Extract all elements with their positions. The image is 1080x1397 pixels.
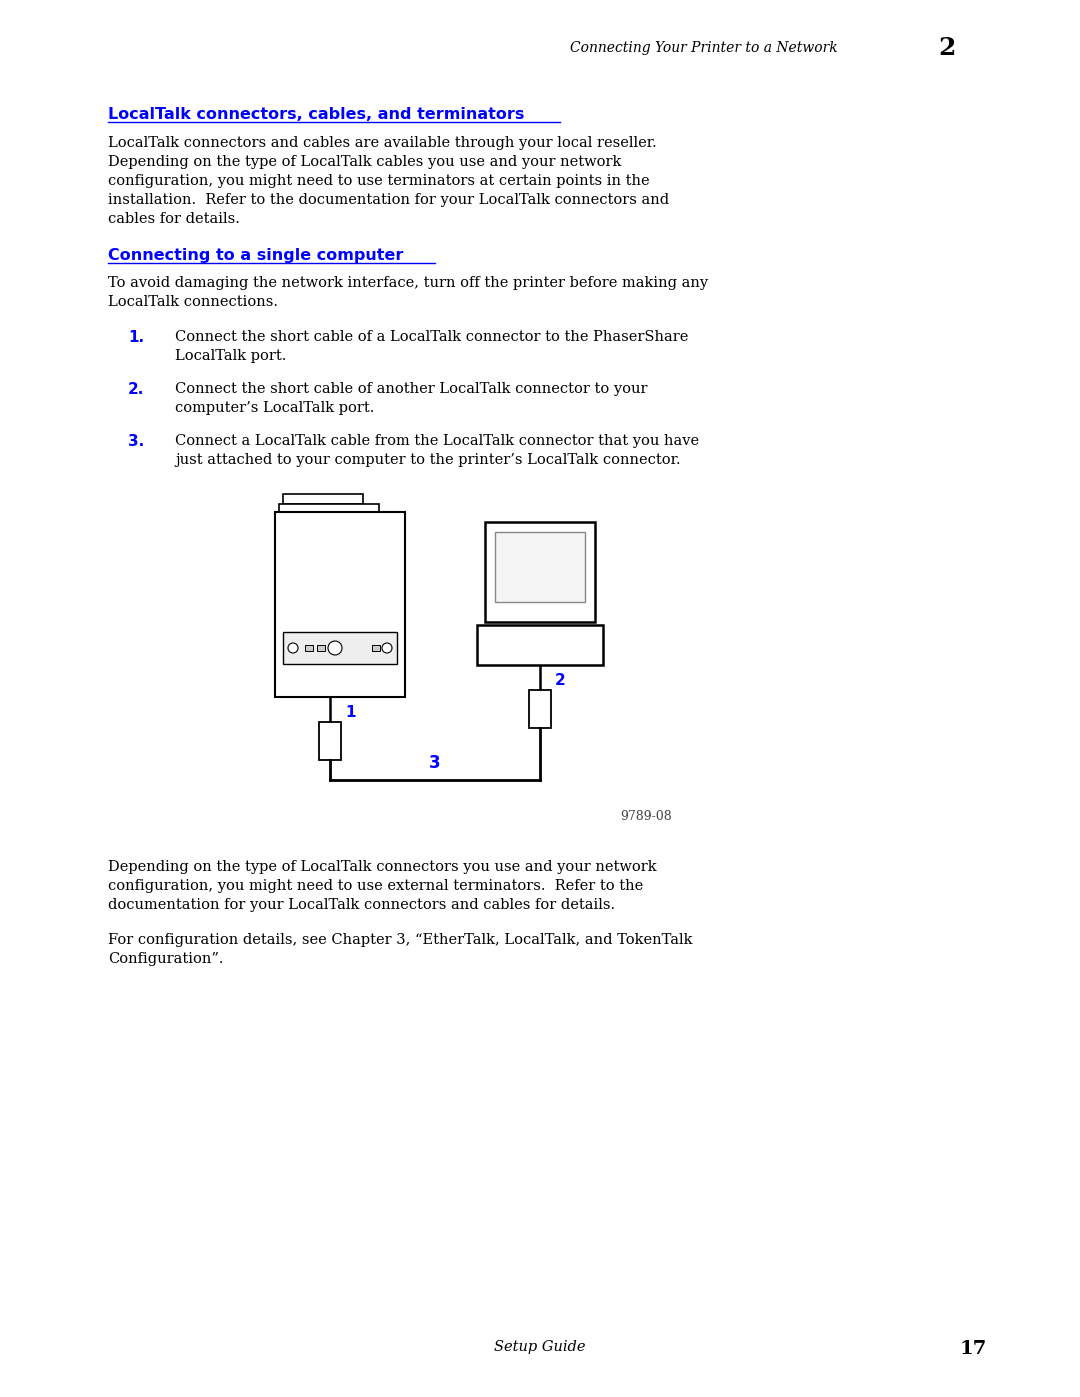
Bar xyxy=(275,511,405,697)
Text: To avoid damaging the network interface, turn off the printer before making any: To avoid damaging the network interface,… xyxy=(108,277,708,291)
Text: For configuration details, see Chapter 3, “EtherTalk, LocalTalk, and TokenTalk: For configuration details, see Chapter 3… xyxy=(108,933,692,947)
Bar xyxy=(279,504,379,511)
Text: configuration, you might need to use terminators at certain points in the: configuration, you might need to use ter… xyxy=(108,175,650,189)
Circle shape xyxy=(382,643,392,652)
Text: Connect the short cable of a LocalTalk connector to the PhaserShare: Connect the short cable of a LocalTalk c… xyxy=(175,330,688,344)
Text: Connect the short cable of another LocalTalk connector to your: Connect the short cable of another Local… xyxy=(175,381,648,395)
Text: 2: 2 xyxy=(939,36,956,60)
Text: LocalTalk connectors and cables are available through your local reseller.: LocalTalk connectors and cables are avai… xyxy=(108,136,657,149)
Bar xyxy=(305,645,313,651)
Text: LocalTalk connections.: LocalTalk connections. xyxy=(108,295,278,309)
Bar xyxy=(283,495,363,504)
Text: 17: 17 xyxy=(960,1340,987,1358)
Text: 2.: 2. xyxy=(129,381,145,397)
Circle shape xyxy=(328,641,342,655)
Text: 3: 3 xyxy=(429,754,441,773)
Text: configuration, you might need to use external terminators.  Refer to the: configuration, you might need to use ext… xyxy=(108,879,644,893)
Text: installation.  Refer to the documentation for your LocalTalk connectors and: installation. Refer to the documentation… xyxy=(108,193,670,207)
Bar xyxy=(283,631,397,664)
Text: cables for details.: cables for details. xyxy=(108,212,240,226)
Bar xyxy=(485,522,595,622)
Text: Depending on the type of LocalTalk cables you use and your network: Depending on the type of LocalTalk cable… xyxy=(108,155,621,169)
Bar xyxy=(529,690,551,728)
Text: documentation for your LocalTalk connectors and cables for details.: documentation for your LocalTalk connect… xyxy=(108,898,616,912)
Text: LocalTalk connectors, cables, and terminators: LocalTalk connectors, cables, and termin… xyxy=(108,108,525,122)
Text: 1: 1 xyxy=(345,705,355,719)
Text: 1.: 1. xyxy=(129,330,144,345)
Bar xyxy=(477,624,603,665)
Bar xyxy=(372,645,380,651)
Text: Connecting to a single computer: Connecting to a single computer xyxy=(108,249,403,263)
Text: computer’s LocalTalk port.: computer’s LocalTalk port. xyxy=(175,401,375,415)
Bar xyxy=(319,722,341,760)
Bar xyxy=(318,645,325,651)
Text: Depending on the type of LocalTalk connectors you use and your network: Depending on the type of LocalTalk conne… xyxy=(108,861,657,875)
Text: LocalTalk port.: LocalTalk port. xyxy=(175,349,286,363)
Text: just attached to your computer to the printer’s LocalTalk connector.: just attached to your computer to the pr… xyxy=(175,453,680,467)
Text: Setup Guide: Setup Guide xyxy=(495,1340,585,1354)
Text: 9789-08: 9789-08 xyxy=(620,810,672,823)
Text: 2: 2 xyxy=(555,673,566,687)
Text: Connect a LocalTalk cable from the LocalTalk connector that you have: Connect a LocalTalk cable from the Local… xyxy=(175,434,699,448)
Text: 3.: 3. xyxy=(129,434,145,448)
Text: Configuration”.: Configuration”. xyxy=(108,951,224,965)
Circle shape xyxy=(288,643,298,652)
Bar xyxy=(495,532,585,602)
Text: Connecting Your Printer to a Network: Connecting Your Printer to a Network xyxy=(570,41,838,54)
